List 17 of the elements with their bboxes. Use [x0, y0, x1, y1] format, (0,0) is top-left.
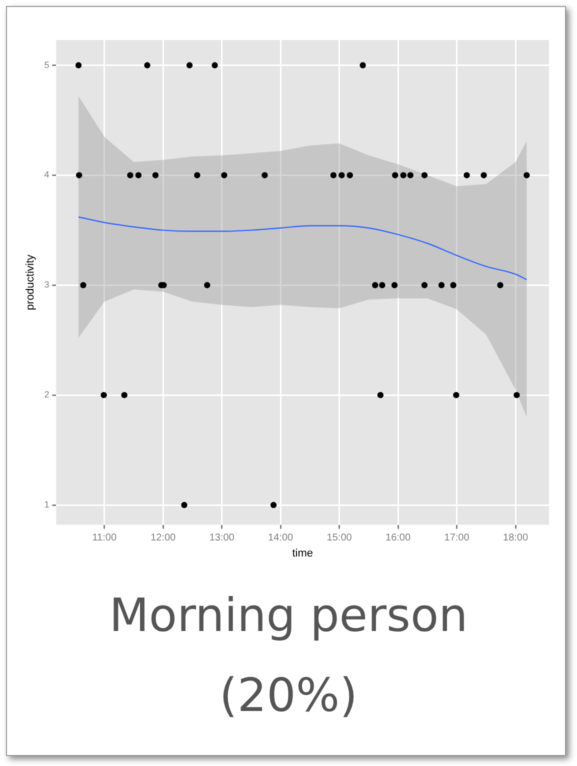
x-tick-label: 18:00	[503, 532, 528, 544]
text: (20%)	[218, 668, 359, 722]
x-tick-label: 11:00	[92, 532, 117, 544]
x-tick-label: 12:00	[150, 532, 176, 544]
x-tick-label: 15:00	[326, 532, 352, 544]
x-tick-label: 14:00	[268, 532, 294, 544]
x-tick-label: 13:00	[209, 532, 235, 544]
text: Morning person	[108, 588, 469, 642]
y-tick-label: 2	[44, 390, 50, 400]
y-tick-label: 5	[44, 60, 50, 70]
x-axis-title: time	[292, 547, 313, 560]
y-tick-label: 4	[44, 170, 50, 180]
y-tick-label: 1	[44, 499, 50, 510]
y-axis-title: productivity	[24, 254, 37, 310]
x-tick-label: 16:00	[386, 532, 411, 544]
x-tick-label: 17:00	[444, 532, 470, 544]
y-tick-label: 3	[44, 280, 50, 290]
